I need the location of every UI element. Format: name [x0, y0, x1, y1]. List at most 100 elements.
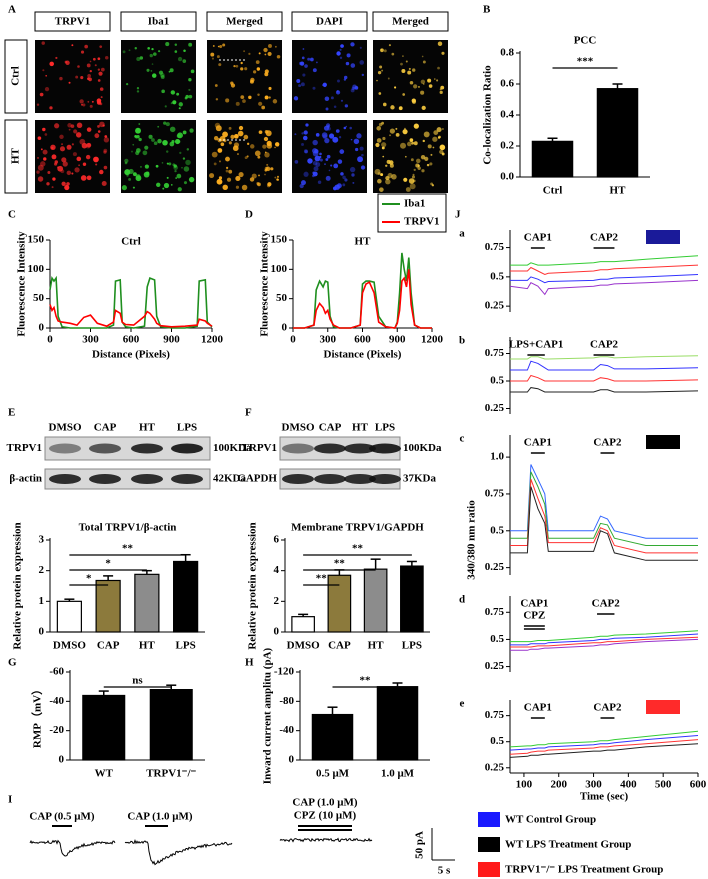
cell-dot: [39, 92, 44, 97]
cell-dot: [135, 127, 141, 134]
cell-dot: [266, 140, 272, 146]
cell-dot: [314, 155, 321, 162]
cell-dot: [400, 62, 403, 66]
cell-dot: [402, 55, 404, 57]
cell-dot: [267, 51, 272, 56]
cell-dot: [382, 155, 385, 158]
subpanel-letter: b: [459, 335, 465, 347]
cell-dot: [160, 75, 165, 79]
cell-dot: [349, 166, 356, 173]
cell-dot: [169, 141, 175, 147]
cell-dot: [70, 124, 75, 129]
cell-dot: [436, 79, 439, 82]
cell-dot: [215, 98, 219, 101]
cell-dot: [395, 127, 398, 130]
blot-band: [89, 443, 121, 454]
cell-dot: [325, 158, 329, 161]
cell-dot: [426, 163, 430, 167]
cell-dot: [355, 147, 359, 152]
cell-dot: [257, 93, 260, 96]
cell-dot: [438, 135, 441, 139]
cell-dot: [54, 123, 60, 129]
cell-dot: [330, 164, 333, 167]
cell-dot: [360, 165, 366, 170]
cell-dot: [228, 126, 232, 130]
cell-dot: [170, 90, 175, 94]
cell-dot: [357, 156, 364, 163]
cell-dot: [238, 171, 244, 178]
cell-dot: [268, 96, 271, 99]
cell-dot: [222, 131, 228, 138]
cell-dot: [225, 166, 229, 170]
cell-dot: [391, 174, 397, 180]
cell-dot: [212, 45, 215, 47]
bar: [173, 560, 199, 633]
cell-dot: [333, 163, 339, 169]
cell-dot: [242, 99, 246, 103]
cell-dot: [132, 143, 135, 146]
legend-swatch: [478, 862, 500, 877]
cell-dot: [433, 78, 436, 80]
cell-dot: [173, 165, 179, 171]
panel-letter: I: [8, 794, 12, 806]
cell-dot: [216, 178, 223, 185]
cell-dot: [235, 101, 240, 106]
x-tick-label: LPS: [176, 640, 196, 652]
cell-dot: [51, 186, 54, 189]
x-tick-label: 900: [389, 334, 406, 346]
x-tick-label: 300: [320, 334, 337, 346]
cell-dot: [250, 144, 255, 149]
cell-dot: [350, 42, 355, 47]
y-tick-label: 0.5: [490, 375, 504, 387]
cell-dot: [89, 69, 92, 73]
y-tick-label: 6: [274, 534, 280, 546]
cell-dot: [408, 178, 415, 184]
cell-dot: [183, 49, 186, 53]
cell-dot: [66, 170, 72, 176]
series-line: [49, 304, 213, 328]
y-tick-label: 0.8: [500, 47, 514, 59]
row-label: HT: [10, 147, 22, 164]
cell-dot: [243, 134, 249, 140]
cell-dot: [296, 79, 301, 84]
panel-letter: A: [8, 4, 16, 16]
cell-dot: [424, 156, 429, 161]
cell-dot: [428, 84, 433, 88]
y-tick-label: 0.5: [490, 633, 504, 645]
cell-dot: [40, 148, 43, 151]
column-header: TRPV1: [55, 16, 90, 28]
cell-dot: [427, 78, 432, 83]
y-axis-label: Fluorescence Intensity: [16, 231, 28, 337]
stimulus-label: CPZ: [523, 610, 545, 622]
cell-dot: [429, 162, 433, 166]
cell-dot: [104, 55, 109, 60]
cell-dot: [182, 130, 187, 135]
cell-dot: [165, 42, 170, 47]
cell-dot: [432, 146, 435, 149]
column-header-box: [120, 11, 197, 32]
cell-dot: [151, 63, 154, 65]
cell-dot: [264, 166, 269, 171]
cell-dot: [182, 59, 187, 63]
cell-dot: [381, 142, 387, 148]
cell-dot: [168, 70, 171, 73]
cell-dot: [376, 126, 382, 131]
y-tick-label: 50: [276, 292, 288, 304]
x-tick-label: HT: [139, 640, 156, 652]
lane-label: HT: [352, 422, 369, 434]
cell-dot: [153, 52, 157, 56]
chart-title: PCC: [574, 35, 597, 47]
y-tick-label: -60: [49, 666, 64, 678]
cell-dot: [361, 73, 365, 77]
cell-dot: [251, 173, 257, 179]
cell-dot: [255, 60, 260, 64]
cell-dot: [71, 44, 74, 47]
cell-dot: [409, 80, 414, 85]
series-line: [293, 252, 432, 329]
cell-dot: [95, 163, 98, 166]
cell-dot: [344, 104, 349, 108]
cell-dot: [149, 53, 153, 58]
cell-dot: [73, 129, 78, 134]
y-tick-label: 0.75: [485, 347, 505, 359]
cell-dot: [315, 133, 320, 137]
